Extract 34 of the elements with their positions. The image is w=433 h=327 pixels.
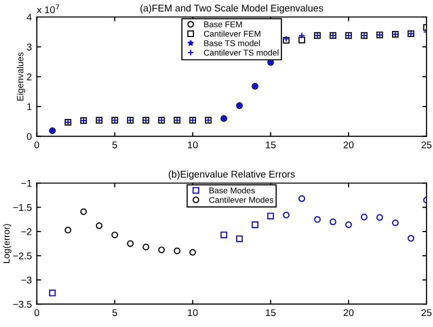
x-tick-label: 15 [266,309,276,316]
x-tick-label: 5 [112,142,118,148]
x-tick-label: 20 [344,141,354,148]
y-tick-label: −3.5 [13,300,32,308]
legend-label: Base Modes [210,187,255,194]
legend-label: Cantilever TS model [204,49,278,56]
legend-label: Cantilever FEM [204,30,260,37]
y-tick-label: 1 [27,103,32,110]
chart-title: (a)FEM and Two Scale Model Eigenvalues [140,4,324,14]
x-tick-label: 0 [34,309,40,316]
legend-label: Cantilever Modes [209,196,274,203]
x-tick-label: 15 [266,142,276,148]
y-axis-title: Log(error) [2,224,12,263]
text: x 10$^{7}$ [36,4,60,14]
legend-label: Base FEM [204,21,242,28]
x-tick-label: 20 [344,309,354,316]
chart-title: (b)Eigenvalue Relative Errors [168,170,295,180]
y-tick-label: −1 [21,180,32,187]
x-tick-label: 0 [34,141,40,148]
x-tick-label: 25 [422,309,432,316]
y-tick-label: −2.5 [13,252,32,260]
x-tick-label: 10 [188,309,198,316]
y-axis-title: Eigenvalues [16,52,26,101]
x-tick-label: 25 [422,141,432,148]
x-tick-label: 5 [112,309,118,316]
y-tick-label: −1.5 [13,204,32,211]
y-tick-label: 2 [27,73,32,80]
y-tick-label: 3 [26,44,32,50]
y-tick-label: −3 [21,276,32,284]
y-tick-label: 4 [26,14,32,21]
x-tick-label: 10 [188,141,198,148]
y-tick-label: 0 [26,133,32,140]
legend-label: Base TS model [204,40,260,46]
y-tick-label: −2 [21,228,32,236]
